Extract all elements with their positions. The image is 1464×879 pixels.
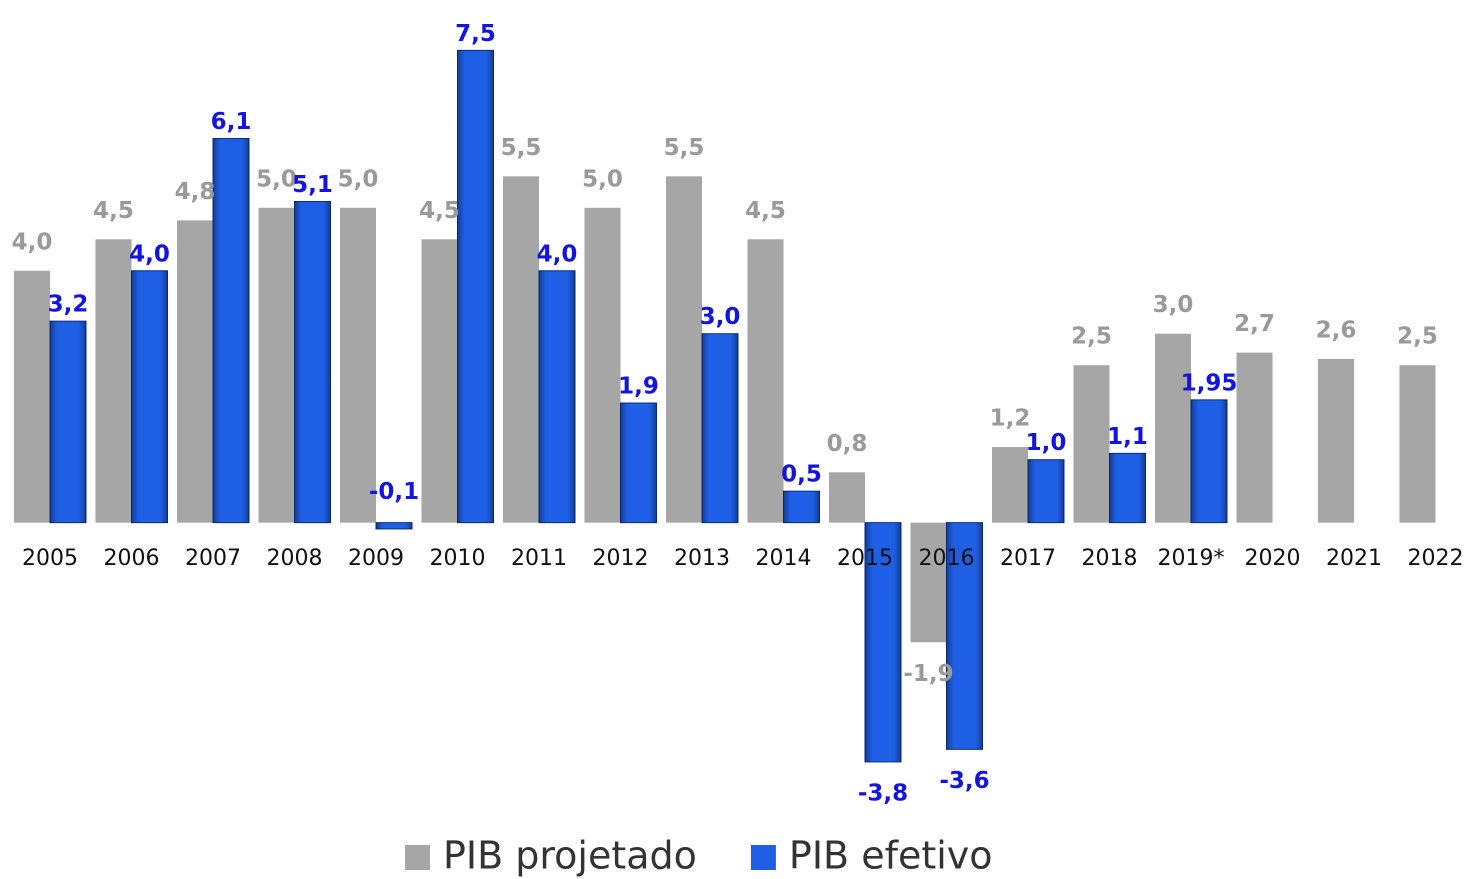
bar xyxy=(1073,365,1110,523)
value-label: 2,5 xyxy=(1397,324,1438,350)
value-label: 4,0 xyxy=(12,229,53,255)
value-label: 5,1 xyxy=(292,172,333,198)
legend-label: PIB projetado xyxy=(443,834,697,878)
value-label: 5,0 xyxy=(256,166,297,192)
value-label: 3,2 xyxy=(48,292,89,318)
value-label: -3,8 xyxy=(858,780,908,806)
x-tick-label: 2005 xyxy=(22,546,78,571)
bar-shade xyxy=(1109,453,1146,523)
bar-shade xyxy=(865,522,901,762)
value-label: -1,9 xyxy=(903,661,953,687)
bar xyxy=(421,239,458,523)
bar xyxy=(14,270,50,523)
value-label: 0,8 xyxy=(827,431,868,457)
x-tick-label: 2008 xyxy=(267,546,323,571)
bar xyxy=(177,220,213,523)
bar-shade xyxy=(213,138,249,523)
x-tick-label: 2016 xyxy=(919,546,975,571)
bar xyxy=(747,239,784,523)
value-label: 1,0 xyxy=(1026,430,1067,456)
value-label: 6,1 xyxy=(211,109,252,135)
bar xyxy=(258,207,295,523)
value-label: -3,6 xyxy=(939,768,989,794)
bar xyxy=(1318,358,1354,523)
bar xyxy=(584,207,621,523)
bar-shade xyxy=(131,270,168,523)
x-tick-label: 2006 xyxy=(104,546,160,571)
bar-shade xyxy=(946,522,983,750)
value-label: 2,7 xyxy=(1234,311,1275,337)
bar-shade xyxy=(294,201,331,523)
value-label: -0,1 xyxy=(369,479,419,505)
x-tick-label: 2022 xyxy=(1408,546,1464,571)
x-tick-label: 2018 xyxy=(1082,546,1138,571)
bar xyxy=(1399,365,1436,523)
x-tick-label: 2017 xyxy=(1000,546,1056,571)
value-label: 4,0 xyxy=(129,241,170,267)
x-tick-label: 2012 xyxy=(593,546,649,571)
value-label: 5,5 xyxy=(501,135,542,161)
value-label: 3,0 xyxy=(700,304,741,330)
bar-shade xyxy=(620,403,657,523)
value-label: 4,5 xyxy=(745,198,786,224)
bar xyxy=(1236,352,1273,523)
value-label: 4,8 xyxy=(175,179,216,205)
value-label: 0,5 xyxy=(781,462,822,488)
legend-swatch xyxy=(750,845,776,870)
value-label: 4,5 xyxy=(93,198,134,224)
value-label: 4,5 xyxy=(419,198,460,224)
bar xyxy=(340,207,376,523)
value-label: 1,2 xyxy=(990,406,1031,432)
x-tick-label: 2011 xyxy=(511,546,567,571)
value-label: 5,0 xyxy=(338,166,379,192)
x-tick-label: 2019* xyxy=(1158,546,1225,571)
value-label: 5,5 xyxy=(664,135,705,161)
value-label: 7,5 xyxy=(455,21,496,47)
legend-label: PIB efetivo xyxy=(789,834,993,878)
legend-swatch xyxy=(405,845,430,870)
value-label: 3,0 xyxy=(1153,292,1194,318)
bar-shade xyxy=(783,491,820,523)
x-tick-label: 2021 xyxy=(1326,546,1382,571)
bar-shade xyxy=(702,333,738,523)
x-tick-label: 2009 xyxy=(348,546,404,571)
value-label: 4,0 xyxy=(537,241,578,267)
bar-shade xyxy=(457,50,494,523)
bar xyxy=(503,176,539,523)
bar xyxy=(992,447,1028,523)
x-tick-label: 2013 xyxy=(674,546,730,571)
value-label: 1,1 xyxy=(1107,424,1148,450)
value-label: 1,9 xyxy=(618,374,659,400)
bar xyxy=(666,176,702,523)
x-tick-label: 2020 xyxy=(1245,546,1301,571)
bar xyxy=(95,239,132,523)
bar-shade xyxy=(1028,459,1064,523)
value-label: 2,5 xyxy=(1071,324,1112,350)
x-tick-label: 2014 xyxy=(756,546,812,571)
value-label: 1,95 xyxy=(1181,370,1238,396)
bar-shade xyxy=(1191,399,1227,523)
x-tick-label: 2010 xyxy=(430,546,486,571)
x-tick-label: 2015 xyxy=(837,546,893,571)
bar-shade xyxy=(539,270,575,523)
bar xyxy=(910,522,947,643)
bar xyxy=(1155,333,1191,523)
bar-shade xyxy=(50,321,86,523)
x-tick-label: 2007 xyxy=(185,546,241,571)
bar-shade xyxy=(376,522,412,529)
bar xyxy=(829,472,865,523)
value-label: 5,0 xyxy=(582,166,623,192)
value-label: 2,6 xyxy=(1316,317,1357,343)
